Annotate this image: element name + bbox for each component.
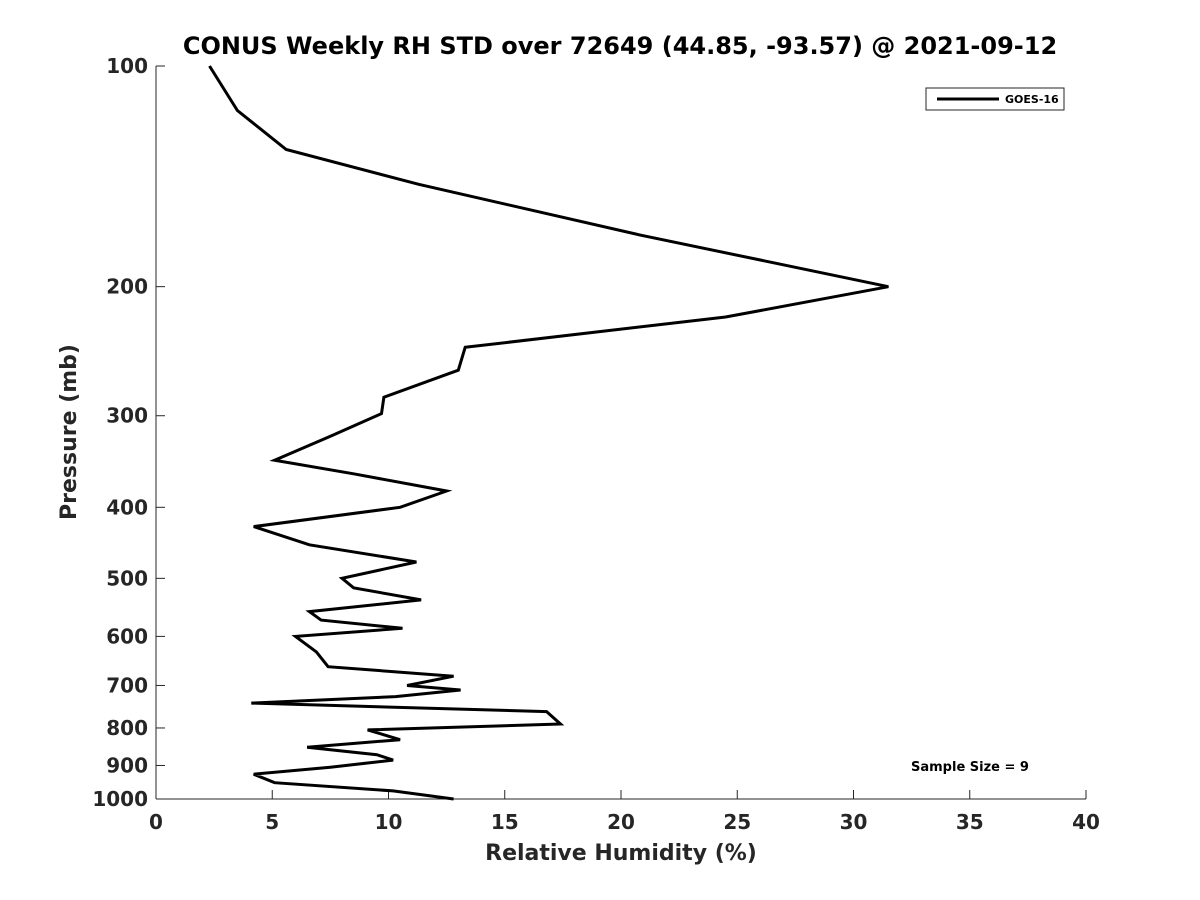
y-tick-label: 600 xyxy=(106,624,148,648)
y-tick-label: 900 xyxy=(106,753,148,777)
y-tick-label: 100 xyxy=(106,54,148,78)
x-tick-label: 15 xyxy=(491,810,519,834)
y-tick-label: 500 xyxy=(106,566,148,590)
x-tick-label: 30 xyxy=(840,810,868,834)
x-tick-label: 25 xyxy=(723,810,751,834)
legend-label-goes-16: GOES-16 xyxy=(1005,93,1059,106)
x-tick-label: 5 xyxy=(265,810,279,834)
x-tick-label: 10 xyxy=(375,810,403,834)
y-tick-label: 300 xyxy=(106,404,148,428)
y-axis-title: Pressure (mb) xyxy=(57,344,82,520)
chart-title: CONUS Weekly RH STD over 72649 (44.85, -… xyxy=(183,32,1057,60)
legend: GOES-16 xyxy=(925,87,1065,111)
x-tick-label: 20 xyxy=(607,810,635,834)
y-tick-label: 800 xyxy=(106,716,148,740)
x-ticks: 0 5 10 15 20 25 30 35 40 xyxy=(149,790,1100,834)
series-layer xyxy=(208,65,889,801)
x-tick-label: 40 xyxy=(1072,810,1100,834)
series-line-goes-16 xyxy=(208,65,889,801)
sample-size-annotation: Sample Size = 9 xyxy=(911,760,1029,775)
x-tick-label: 0 xyxy=(149,810,163,834)
x-tick-label: 35 xyxy=(956,810,984,834)
y-tick-label: 700 xyxy=(106,673,148,697)
y-tick-label: 400 xyxy=(106,495,148,519)
y-tick-label: 1000 xyxy=(92,787,148,811)
y-tick-label: 200 xyxy=(106,275,148,299)
x-axis-title: Relative Humidity (%) xyxy=(485,841,757,866)
y-ticks: 100 200 300 400 500 600 700 800 900 1000 xyxy=(92,54,165,811)
